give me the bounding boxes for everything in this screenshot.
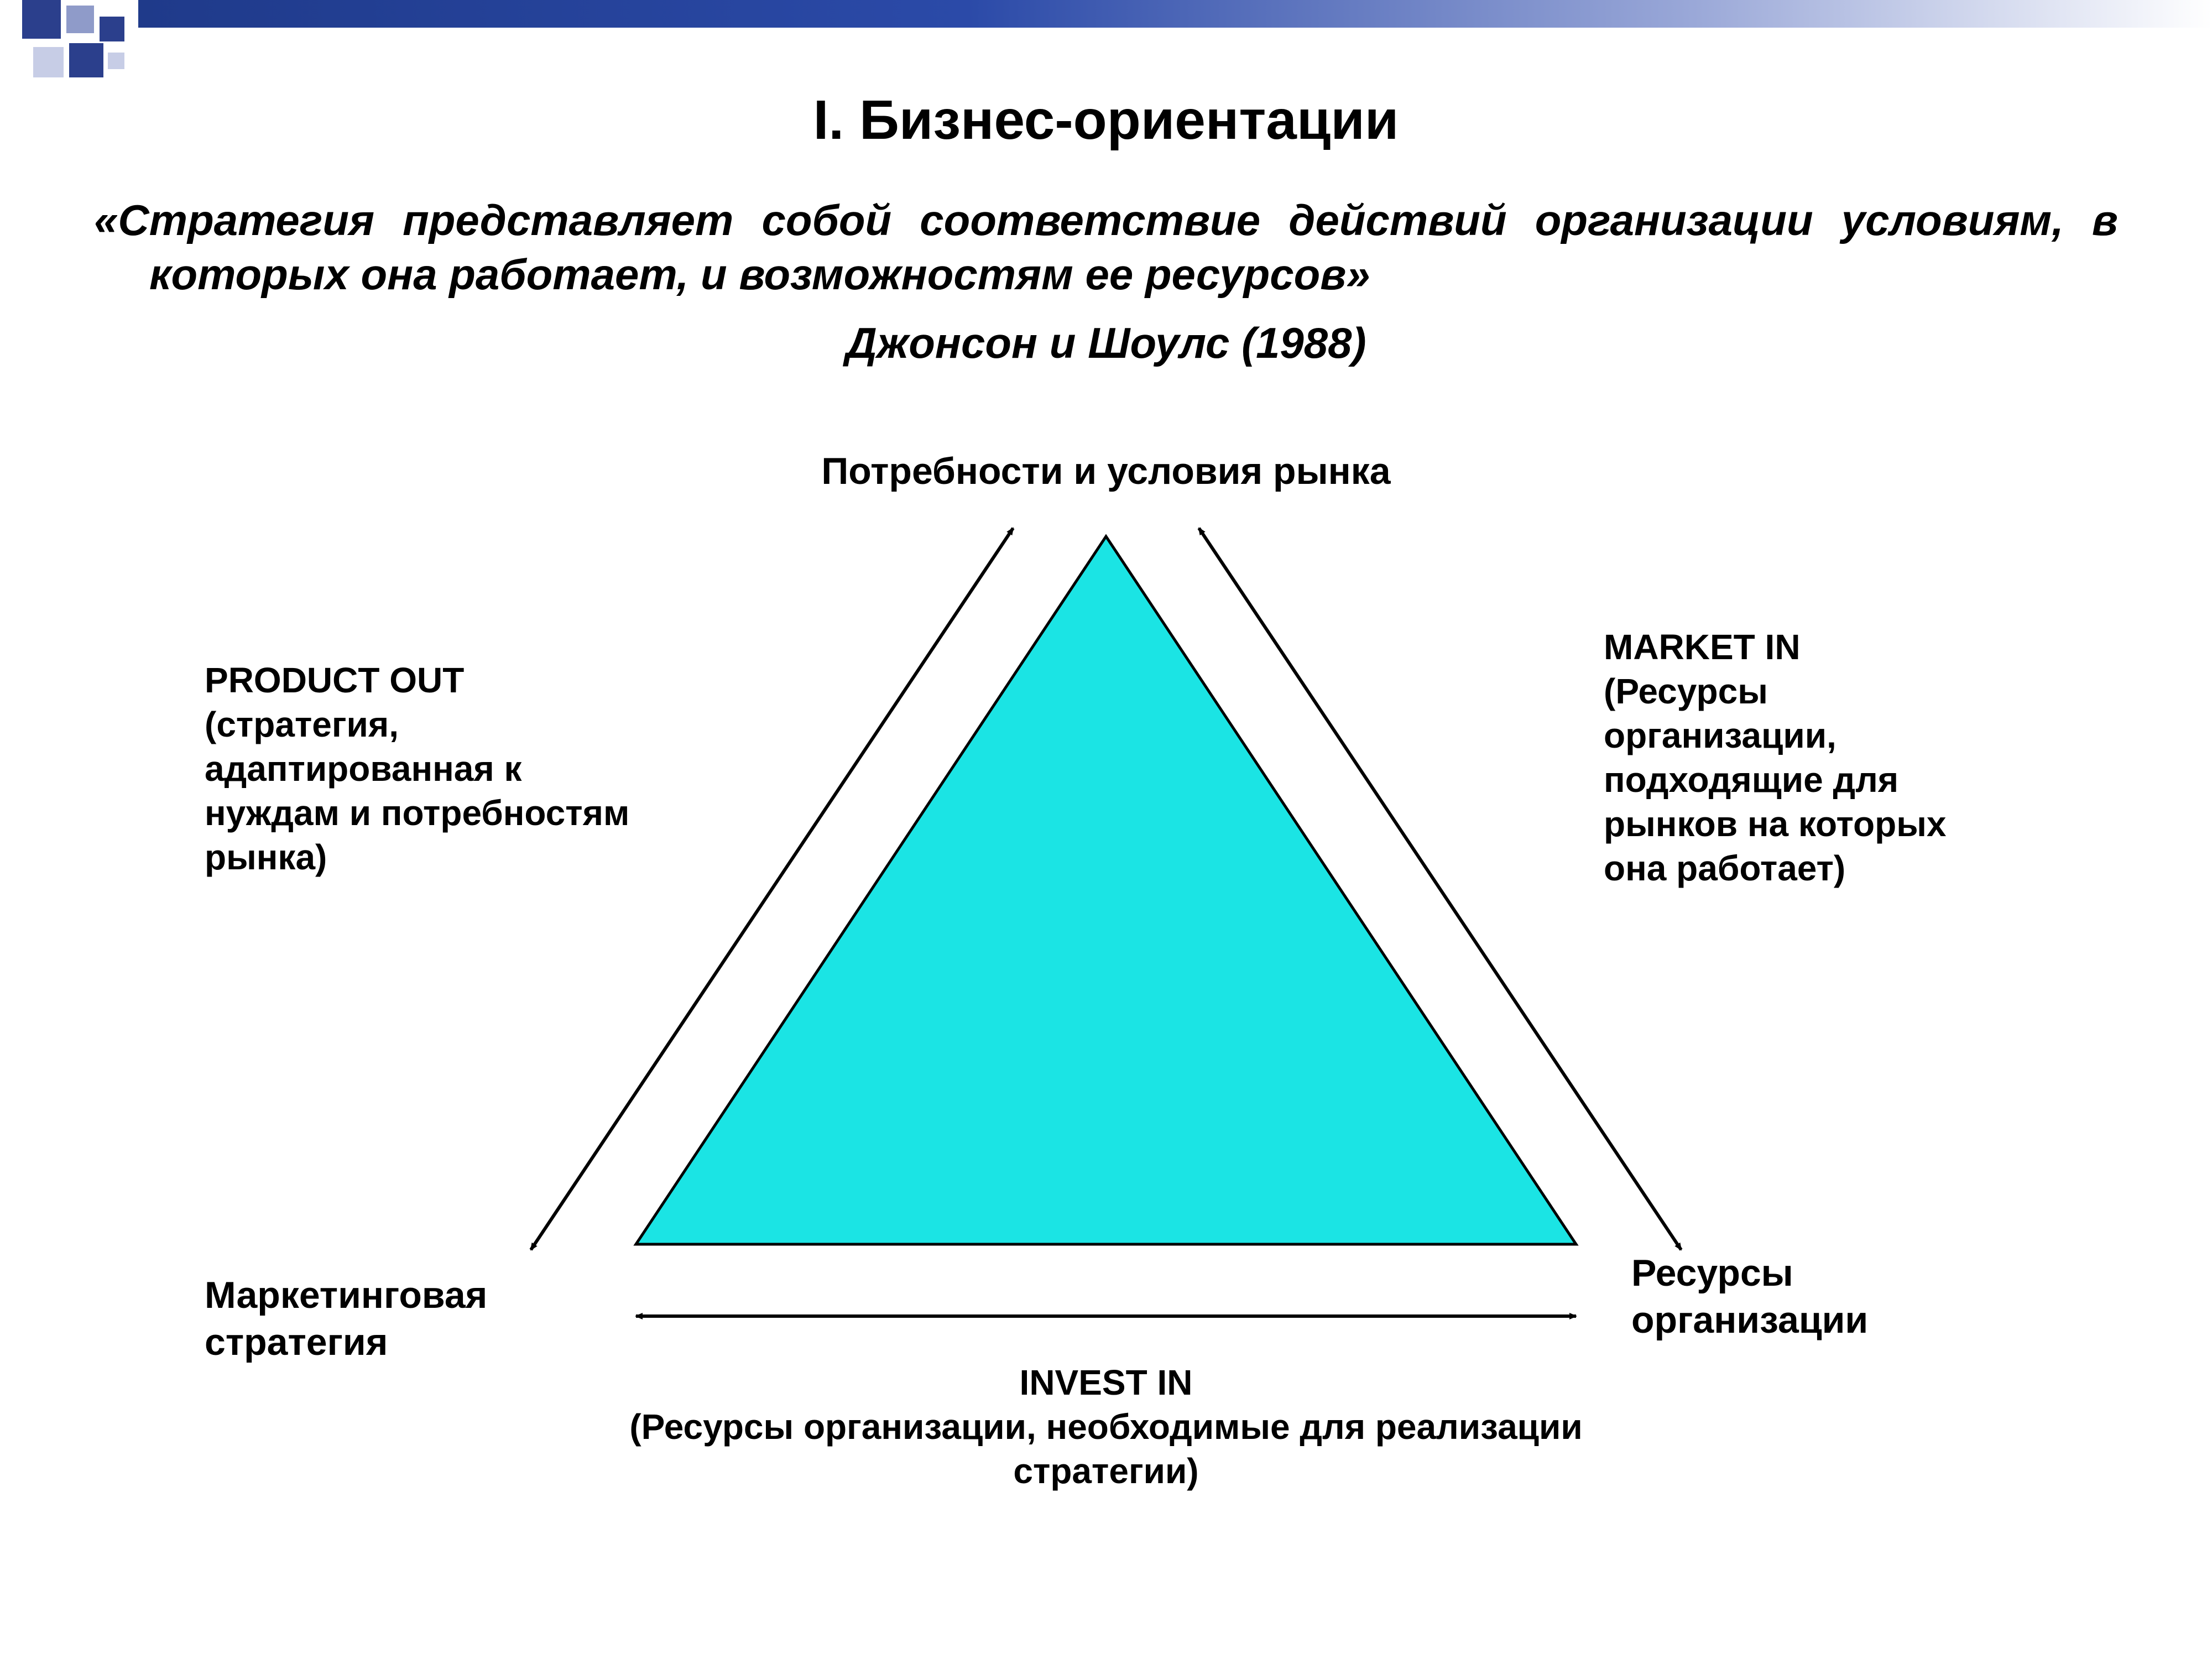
vertex-label-bl-text: Маркетинговая стратегия xyxy=(205,1274,487,1363)
edge-label-right: MARKET IN (Ресурсы организации, подходящ… xyxy=(1604,625,1991,890)
corner-squares xyxy=(0,0,144,100)
vertex-label-top: Потребности и условия рынка xyxy=(708,448,1504,495)
edge-right-desc: (Ресурсы организации, подходящие для рын… xyxy=(1604,669,1991,890)
vertex-label-top-text: Потребности и условия рынка xyxy=(821,450,1390,492)
triangle-diagram: Потребности и условия рынка Маркетингова… xyxy=(0,453,2212,1559)
quote-attribution: Джонсон и Шоулс (1988) xyxy=(94,318,2118,368)
triangle-shape xyxy=(636,536,1576,1244)
slide-title: I. Бизнес-ориентации xyxy=(0,88,2212,152)
vertex-label-br-text: Ресурсы организации xyxy=(1631,1252,1868,1341)
edge-right-title: MARKET IN xyxy=(1604,625,1991,669)
vertex-label-bottom-left: Маркетинговая стратегия xyxy=(205,1272,592,1366)
header-gradient-bar xyxy=(138,0,2212,28)
edge-left-desc: (стратегия, адаптированная к нуждам и по… xyxy=(205,702,636,879)
vertex-label-bottom-right: Ресурсы организации xyxy=(1631,1250,1991,1344)
edge-left-title: PRODUCT OUT xyxy=(205,658,636,702)
header-decor xyxy=(0,0,2212,50)
edge-label-left: PRODUCT OUT (стратегия, адаптированная к… xyxy=(205,658,636,879)
edge-bottom-title: INVEST IN xyxy=(608,1360,1604,1405)
quote-text: «Стратегия представляет собой соответств… xyxy=(149,194,2118,301)
edge-bottom-desc: (Ресурсы организации, необходимые для ре… xyxy=(608,1405,1604,1493)
edge-label-bottom: INVEST IN (Ресурсы организации, необходи… xyxy=(608,1360,1604,1493)
quote-block: «Стратегия представляет собой соответств… xyxy=(94,194,2118,368)
